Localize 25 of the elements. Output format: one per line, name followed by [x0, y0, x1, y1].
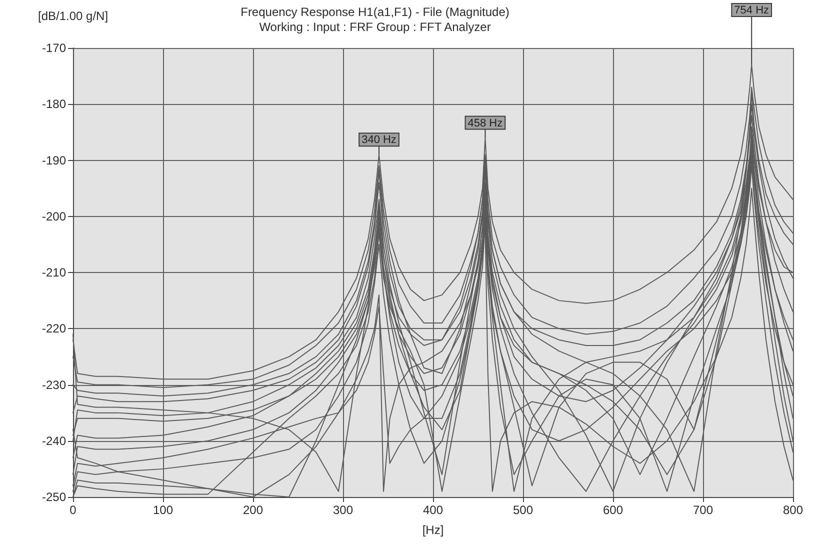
y-tick-label: -170: [42, 41, 66, 55]
y-tick-label: -250: [42, 490, 66, 504]
annotation: 340 Hz: [362, 134, 396, 146]
x-tick-label: 0: [70, 503, 77, 517]
x-tick-label: 700: [692, 503, 714, 517]
y-tick-label: -200: [42, 209, 66, 224]
x-tick-label: 500: [512, 503, 534, 517]
x-tick-label: 100: [152, 503, 174, 517]
y-axis-title: [dB/1.00 g/N]: [38, 9, 108, 23]
x-tick-label: 300: [332, 503, 354, 517]
y-tick-label: -210: [42, 266, 66, 280]
x-tick-label: 400: [422, 503, 444, 517]
annotation: 458 Hz: [468, 117, 503, 130]
x-axis-title: [Hz]: [422, 523, 444, 537]
y-tick-label: -230: [42, 378, 66, 392]
chart-title: Frequency Response H1(a1,F1) - File (Magnitude): [240, 5, 510, 19]
x-tick-label: 600: [602, 503, 624, 517]
x-tick-label: 200: [242, 503, 264, 517]
y-tick-label: -180: [42, 97, 66, 112]
y-tick-label: -240: [42, 434, 66, 448]
annotation: 754 Hz: [734, 4, 770, 16]
y-tick-label: -190: [42, 153, 66, 168]
x-tick-label: 800: [782, 503, 804, 517]
chart-subtitle: Working : Input : FRF Group : FFT Analyzer: [259, 20, 491, 34]
y-tick-label: -220: [42, 322, 66, 336]
